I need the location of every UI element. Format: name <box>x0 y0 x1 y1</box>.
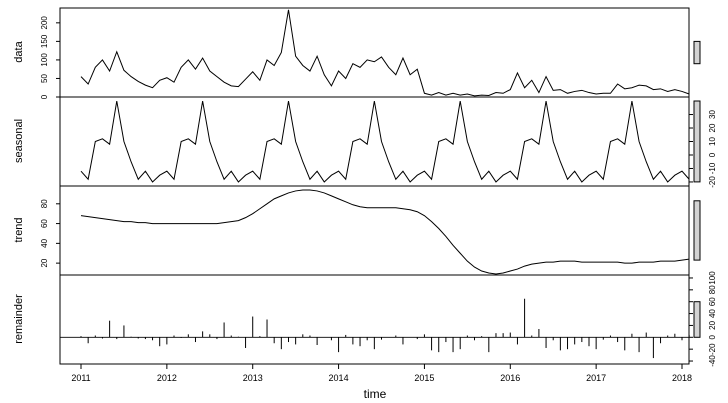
x-axis-title: time <box>364 387 387 401</box>
remainder-y-tick-label: 80 <box>708 285 717 294</box>
panel-trend: 20 40 60 80 trend <box>13 185 701 276</box>
seasonal-line <box>80 100 690 183</box>
remainder-y-tick-label: 100 <box>708 271 717 285</box>
panel-trend-scale-bar <box>693 200 701 261</box>
remainder-y-tick-label: -40 <box>708 355 717 367</box>
seasonal-y-tick-label: -20 <box>708 176 717 188</box>
x-tick-label: 2013 <box>243 373 263 383</box>
panel-trend-axis: 20 40 60 80 <box>40 199 60 268</box>
x-tick-label: 2016 <box>500 373 520 383</box>
data-line <box>80 9 690 97</box>
remainder-y-tick-label: 0 <box>708 335 717 340</box>
panel-trend-series <box>80 189 690 275</box>
x-tick-label: 2012 <box>157 373 177 383</box>
panel-seasonal-axis: -20 -10 0 10 20 30 <box>689 110 717 188</box>
trend-line <box>80 189 690 275</box>
panel-data-scale-bar <box>693 40 701 65</box>
seasonal-y-tick-label: -10 <box>708 162 717 174</box>
data-y-tick-label: 0 <box>40 94 49 99</box>
panel-data-axis: 0 50 100 150 200 <box>40 16 60 99</box>
seasonal-y-tick-label: 10 <box>708 137 717 146</box>
trend-y-tick-label: 60 <box>40 219 49 228</box>
x-tick-label: 2011 <box>71 373 90 383</box>
trend-y-tick-label: 80 <box>40 199 49 208</box>
panel-remainder-frame <box>59 274 690 365</box>
panel-data-label: data <box>13 40 25 62</box>
panel-remainder-series <box>60 298 690 359</box>
seasonal-y-tick-label: 20 <box>708 123 717 132</box>
x-tick-label: 2014 <box>329 373 349 383</box>
panel-remainder-label: remainder <box>13 294 25 344</box>
panel-seasonal-scale-bar <box>693 100 701 183</box>
data-y-tick-label: 100 <box>40 53 49 67</box>
remainder-y-tick-label: 40 <box>708 309 717 318</box>
panel-seasonal-series <box>80 100 690 183</box>
trend-y-tick-label: 40 <box>40 238 49 247</box>
data-y-tick-label: 200 <box>40 16 49 30</box>
remainder-y-tick-label: -20 <box>708 343 717 355</box>
x-tick-label: 2017 <box>586 373 606 383</box>
panel-seasonal: -20 -10 0 10 20 30 seasonal <box>13 96 717 188</box>
panel-data-frame <box>59 7 690 98</box>
panel-seasonal-label: seasonal <box>13 119 25 163</box>
x-tick-label: 2015 <box>414 373 434 383</box>
remainder-y-tick-label: 20 <box>708 320 717 329</box>
x-tick-label: 2018 <box>672 373 692 383</box>
panel-trend-label: trend <box>13 217 25 242</box>
panel-seasonal-frame <box>59 96 690 187</box>
data-y-tick-label: 150 <box>40 34 49 48</box>
trend-y-tick-label: 20 <box>40 258 49 267</box>
panel-data: 0 50 100 150 200 data <box>13 7 701 99</box>
x-axis: 2011 2012 2013 2014 2015 2016 2017 2018 <box>71 364 692 383</box>
data-y-tick-label: 50 <box>40 74 49 83</box>
panel-remainder-scale-bar <box>693 301 701 338</box>
remainder-y-tick-label: 60 <box>708 297 717 306</box>
seasonal-y-tick-label: 0 <box>708 152 717 157</box>
panel-data-series <box>80 9 690 97</box>
seasonal-y-tick-label: 30 <box>708 110 717 119</box>
